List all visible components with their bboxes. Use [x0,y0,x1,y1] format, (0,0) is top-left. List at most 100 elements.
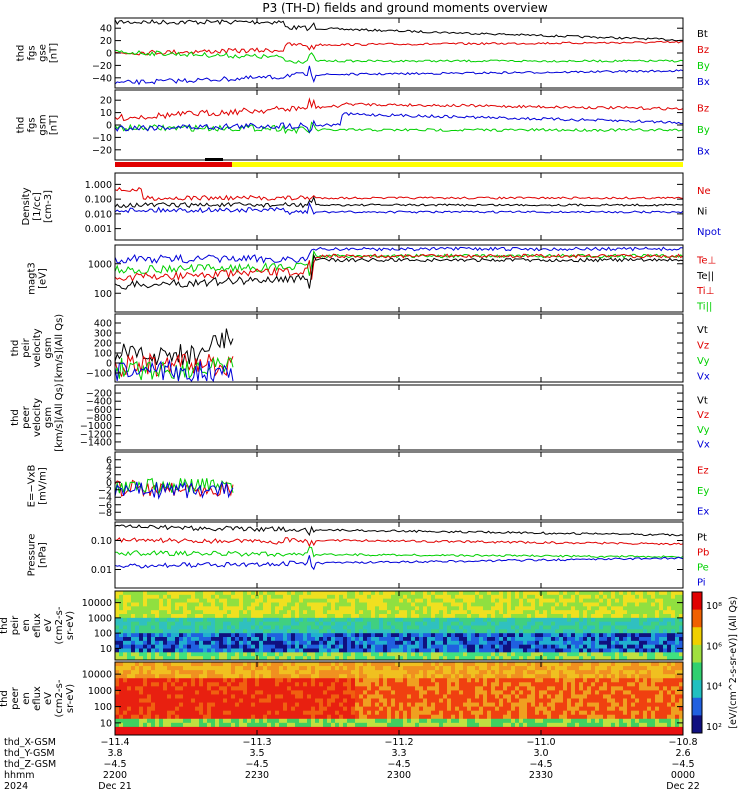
y-tick-label: 0 [106,359,112,370]
legend-fgs-gsm-1: By [697,125,710,136]
series-line [114,49,684,64]
series-line [114,246,684,264]
colorbar-tick: 10⁴ [706,682,722,693]
x-row-label: 2024 [4,781,28,792]
legend-fgs-gse-3: Bx [697,77,710,88]
x-tick-z: −4.5 [387,759,410,770]
legend-density-0: Ne [697,186,711,197]
x-tick-y: 3.3 [391,748,406,759]
x-tick-hhmm: 2330 [529,770,553,781]
legend-efield-2: Ex [697,507,709,518]
legend-peir-vel-1: Vz [697,340,709,351]
series-line [114,195,684,209]
spectrogram-peer-eflux [115,662,684,736]
mode-bar-yellow [232,162,683,167]
y-tick-label: 100 [94,289,112,300]
y-tick-label: 0.100 [85,195,112,206]
series-line [114,201,684,216]
y-tick-label: 1000 [88,613,112,624]
panel-pressure: 0.10 0.01 Pressure[nPa] Pt Pb Pe Pi [27,521,709,589]
legend-fgs-gsm-0: Bz [697,104,709,115]
legend-pressure-2: Pe [697,563,709,574]
panel-peer-eflux: 10000 1000 100 10 thdpeerenefluxeV(cm2-s-sr-… [0,661,684,736]
series-line [114,253,684,282]
legend-temp-1: Te|| [696,271,714,282]
x-tick-hhmm: 0000 [671,770,695,781]
y-tick-label: −600 [86,405,112,416]
legend-efield-1: Ey [697,486,709,497]
y-tick-label: −400 [86,397,112,408]
colorbar-segment [692,644,702,663]
y-axis-label: thdfgsgsm[nT] [16,114,60,135]
x-tick-y: 2.6 [675,748,690,759]
y-tick-label: −2 [98,485,112,496]
y-tick-label: 0.10 [91,536,112,547]
series-line [114,479,234,498]
legend-fgs-gse-2: By [697,61,710,72]
y-axis-label: Pressure[nPa] [27,534,49,577]
x-tick-x: −11.0 [526,737,555,748]
y-tick-label: 20 [100,36,112,47]
plot-title: P3 (TH-D) fields and ground moments over… [262,1,547,15]
panel-temp: 1000 100 magt3[eV] Te⊥ Te|| Ti⊥ Ti|| [27,244,716,313]
y-tick-label: 1000 [88,686,112,697]
legend-peir-vel-3: Vx [697,371,710,382]
y-tick-label: 200 [94,339,112,350]
y-tick-label: −1400 [80,437,112,448]
x-tick-y: 3.8 [107,748,122,759]
colorbar-segment [692,680,702,699]
x-tick-date: Dec 22 [666,781,700,792]
series-line [115,546,684,559]
y-axis-label: E=−VxB[mV/m] [27,465,49,508]
y-tick-label: 0.001 [85,224,112,235]
y-tick-label: 0 [106,478,112,489]
y-tick-label: −40 [92,73,112,84]
y-tick-label: 100 [94,702,112,713]
series-line [114,477,234,496]
x-tick-y: 3.5 [249,748,264,759]
legend-peer-vel-3: Vx [697,440,710,451]
series-line [114,121,684,135]
panel-frame [114,384,684,451]
series-line [114,186,684,202]
y-tick-label: 10 [100,108,112,119]
legend-pressure-0: Pt [697,533,707,544]
x-tick-hhmm: 2200 [103,770,127,781]
legend-efield-0: Ez [697,465,709,476]
legend-temp-3: Ti|| [696,301,712,312]
x-tick-date: Dec 21 [98,781,132,792]
y-axis-label: thdpeirvelocitygsm[km/s](All Qs) [10,314,65,382]
x-tick-z: −4.5 [245,759,268,770]
y-tick-label: 0.010 [85,209,112,220]
x-tick-x: −10.8 [668,737,697,748]
legend-pressure-1: Pb [697,548,709,559]
series-line [114,65,684,86]
y-tick-label: 0.01 [91,565,112,576]
y-tick-label: −1200 [80,429,112,440]
y-tick-label: 400 [94,319,112,330]
series-line [114,524,684,537]
colorbar-tick: 10² [706,722,722,733]
y-tick-label: −10 [92,133,112,144]
y-tick-label: 2 [106,470,112,481]
spectrogram-peir-eflux [115,591,684,661]
x-row-label: hhmm [4,770,35,781]
y-axis-label: magt3[eV] [27,262,49,295]
series-line [114,112,684,134]
y-axis-label: thdpeerenefluxeV(cm2-s-sr-eV) [0,679,76,717]
panel-frame [114,172,684,241]
y-tick-label: −1000 [80,421,112,432]
y-tick-label: 1000 [88,259,112,270]
colorbar-label: [eV/(cm^2-s-sr-eV)] (All Qs) [728,596,739,728]
legend-pressure-3: Pi [697,578,706,589]
series-line [114,19,684,42]
y-tick-label: −6 [98,500,112,511]
colorbar-segment [692,697,702,716]
y-axis-label: thdfgsgse[nT] [16,43,60,63]
colorbar-tick: 10⁸ [706,601,722,612]
y-tick-label: 0 [106,121,112,132]
panel-peir-eflux: 10000 1000 100 10 thdpeirenefluxeV(cm2-s-sr-… [0,590,684,661]
x-tick-x: −11.4 [100,737,129,748]
